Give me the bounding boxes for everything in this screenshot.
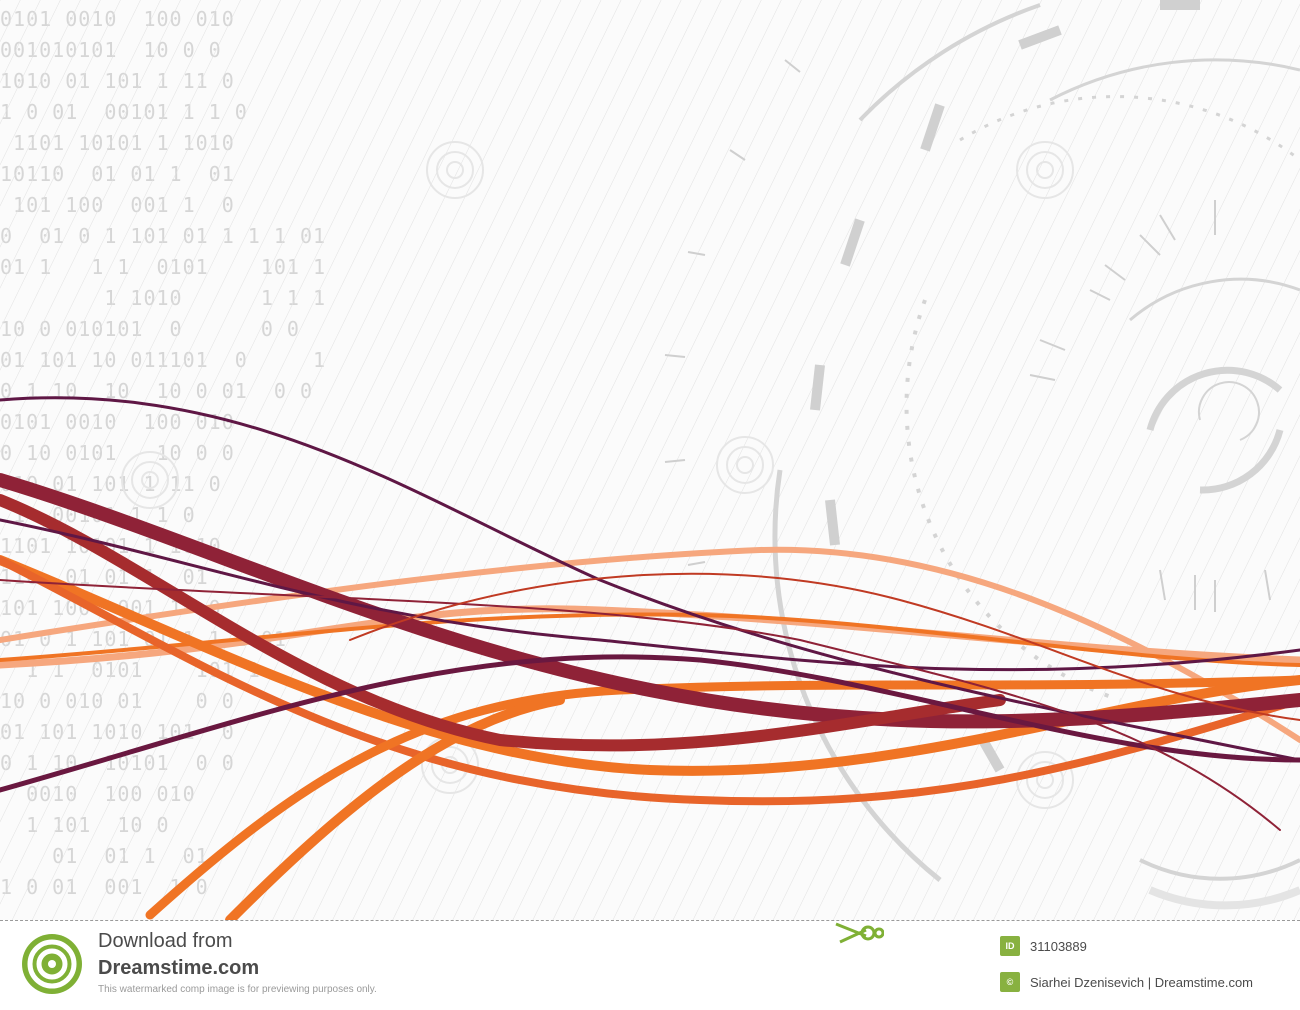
author-credit: Siarhei Dzenisevich | Dreamstime.com <box>1030 974 1253 990</box>
flowing-ribbons <box>0 396 1300 920</box>
preview-notice: This watermarked comp image is for previ… <box>98 984 377 995</box>
hud-decoration <box>0 0 1300 920</box>
artwork-background: 0101 0010 100 010001010101 10 0 01010 01… <box>0 0 1300 920</box>
spiral-logo-icon <box>22 934 82 994</box>
copyright-badge: © <box>1000 972 1020 992</box>
image-id: 31103889 <box>1030 938 1087 954</box>
watermark-footer: Download from Dreamstime.com This waterm… <box>0 920 1300 1010</box>
scissors-icon <box>835 922 884 944</box>
hud-small-ticks <box>664 59 1271 612</box>
download-text: Download from <box>98 930 233 952</box>
image-id-row: ID 31103889 <box>1000 936 1087 956</box>
id-badge: ID <box>1000 936 1020 956</box>
author-row: © Siarhei Dzenisevich | Dreamstime.com <box>1000 972 1253 992</box>
diagonal-stripes <box>0 0 1300 920</box>
brand-link[interactable]: Dreamstime.com <box>98 957 260 979</box>
hud-circles <box>772 3 1300 910</box>
